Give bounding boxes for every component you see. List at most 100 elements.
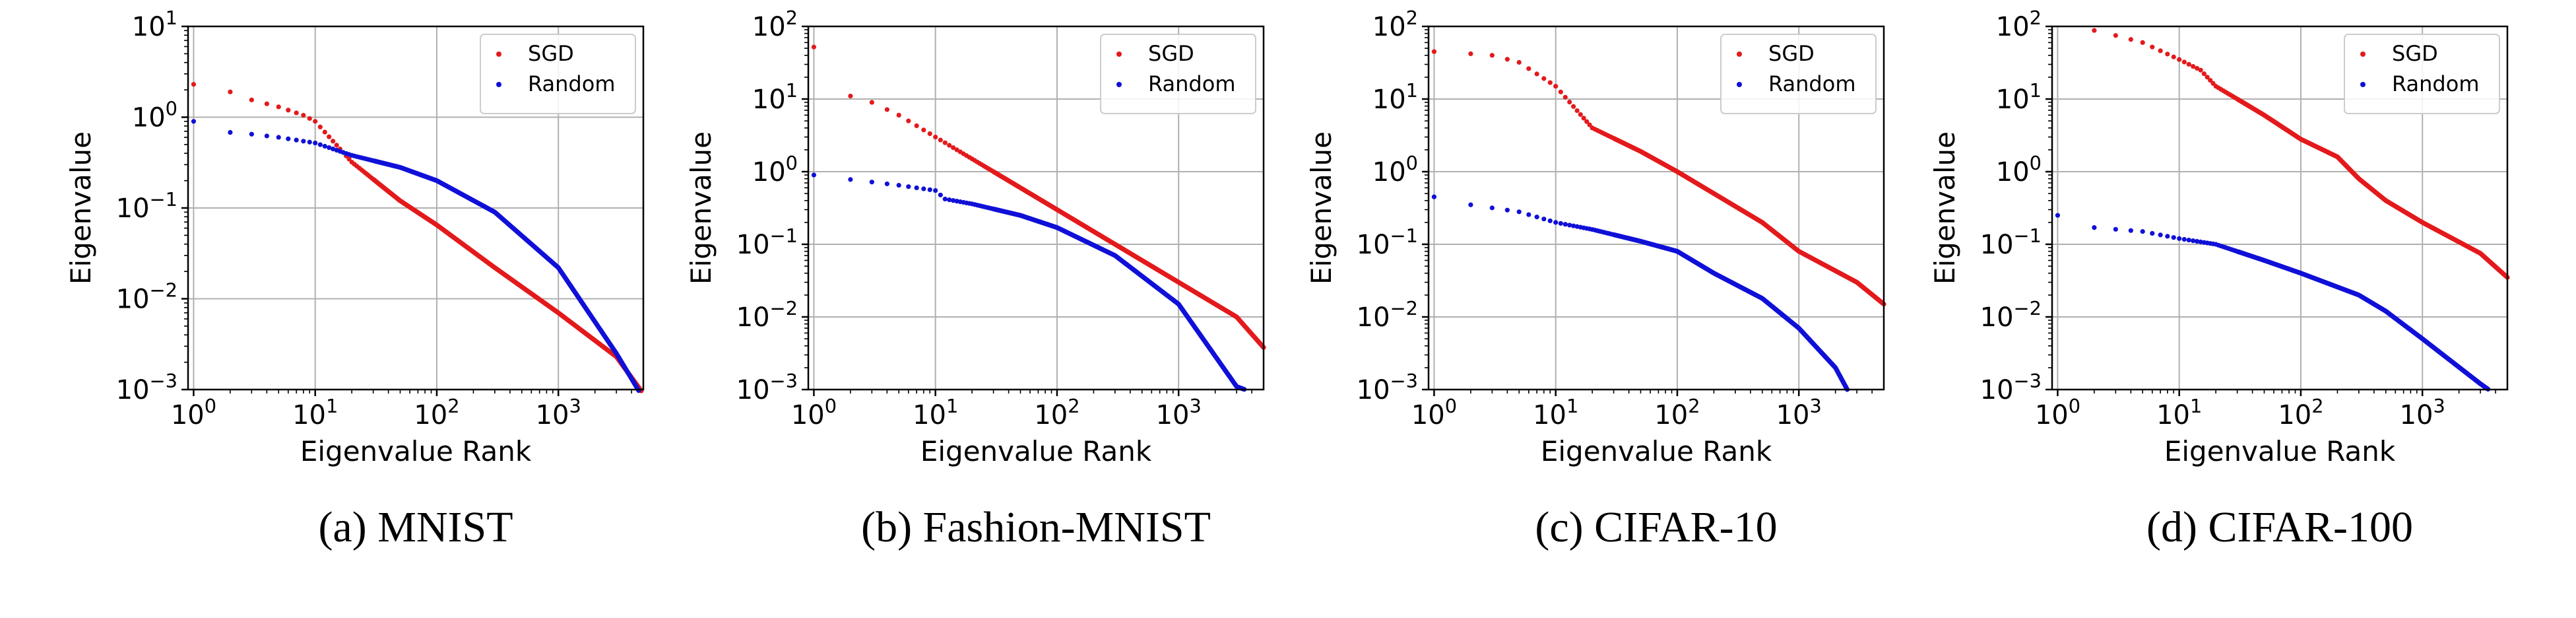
data-point [334,143,339,148]
data-point [933,188,938,193]
x-tick-label: 102 [414,395,459,430]
data-point [896,182,901,188]
data-point [2158,48,2163,53]
y-tick-label: 10−2 [1357,297,1418,333]
data-point [914,185,919,191]
data-point [1578,112,1583,118]
legend-label-sgd: SGD [528,41,574,66]
data-point [322,129,327,135]
y-tick-label: 101 [752,79,798,115]
y-tick-label: 10−3 [736,370,798,405]
data-point [848,93,853,99]
data-point [1547,218,1553,224]
data-point [942,140,948,145]
x-axis-label: Eigenvalue Rank [1541,435,1772,467]
x-tick-label: 102 [2278,395,2323,430]
caption-1: (a) MNIST [318,503,513,551]
data-point [1526,66,1531,71]
data-point [938,192,943,197]
data-point [2113,33,2118,38]
data-point [927,131,932,137]
data-point [2171,54,2176,59]
data-point [1571,104,1576,109]
data-point [286,108,291,113]
legend: SGD Random [480,34,636,114]
x-tick-label: 102 [1034,395,1079,430]
data-point [2128,37,2133,42]
legend-label-sgd: SGD [2392,41,2438,66]
data-point [1562,94,1568,100]
data-point [2186,237,2191,243]
y-tick-label: 10−1 [1357,224,1418,260]
legend: SGD Random [1100,34,1256,114]
legend-box [480,34,636,114]
data-point [2140,40,2145,45]
data-point [2140,229,2145,234]
y-tick-label: 10−1 [116,188,177,224]
data-point [317,142,323,147]
y-tick-label: 101 [132,7,177,42]
legend-marker-random [1737,82,1742,87]
data-point [313,140,318,146]
data-point [1562,222,1568,227]
series-random [2055,213,2491,392]
y-tick-label: 102 [752,7,798,42]
data-point [2165,52,2170,57]
data-point [811,44,817,50]
data-point [2150,44,2155,50]
data-point [1516,209,1522,215]
data-point [307,139,312,145]
data-point [884,181,889,187]
chart-panel-2: 100 101 102 103 10−3 10−2 10−1 100 101 102 Eigenva… [685,7,1266,467]
caption-4: (d) CIFAR-100 [2146,503,2413,551]
x-axis-label: Eigenvalue Rank [920,435,1152,467]
legend-label-random: Random [2392,71,2479,96]
data-point [307,116,312,121]
data-point [951,145,956,151]
y-tick-label: 10−1 [736,224,798,260]
x-tick-label: 100 [791,395,837,430]
data-point [869,180,874,185]
legend-marker-random [496,82,501,87]
y-tick-label: 10−1 [1980,224,2042,260]
data-point [1574,108,1580,114]
data-point [228,89,233,94]
x-tick-label: 103 [536,395,581,430]
data-point [848,177,853,182]
legend-label-sgd: SGD [1148,41,1194,66]
data-point [346,156,352,162]
data-point [1534,215,1539,220]
data-point [906,118,911,123]
y-axis-label: Eigenvalue [65,131,97,285]
data-point [1468,51,1473,57]
data-point [322,143,327,149]
y-axis-label: Eigenvalue [1305,131,1337,285]
data-point [2177,236,2182,241]
data-point [1553,220,1559,225]
data-point [1504,207,1510,213]
y-tick-label: 101 [1372,79,1418,115]
data-point [921,127,926,133]
x-tick-label: 100 [2035,395,2080,430]
data-point [331,139,336,144]
caption-3: (c) CIFAR-10 [1535,503,1777,551]
x-tick-label: 101 [2156,395,2202,430]
legend-marker-random [2360,82,2366,87]
legend-label-random: Random [528,71,615,96]
data-point [2171,235,2176,240]
legend-marker-sgd [1737,52,1742,57]
x-axis-label: Eigenvalue Rank [2164,435,2396,467]
legend: SGD Random [2344,34,2500,114]
data-point [947,143,952,148]
data-point [933,134,938,140]
data-point [906,184,911,189]
data-point [301,139,306,144]
data-point [1489,53,1495,58]
y-axis-label: Eigenvalue [1929,131,1961,285]
data-point [317,124,323,129]
data-point [249,97,254,102]
data-point [2165,234,2170,239]
data-point [2055,213,2061,218]
chart-panel-1: 100 101 102 103 10−3 10−2 10−1 100 101 Eigenvalue… [65,7,645,467]
x-tick-label: 100 [171,395,216,430]
